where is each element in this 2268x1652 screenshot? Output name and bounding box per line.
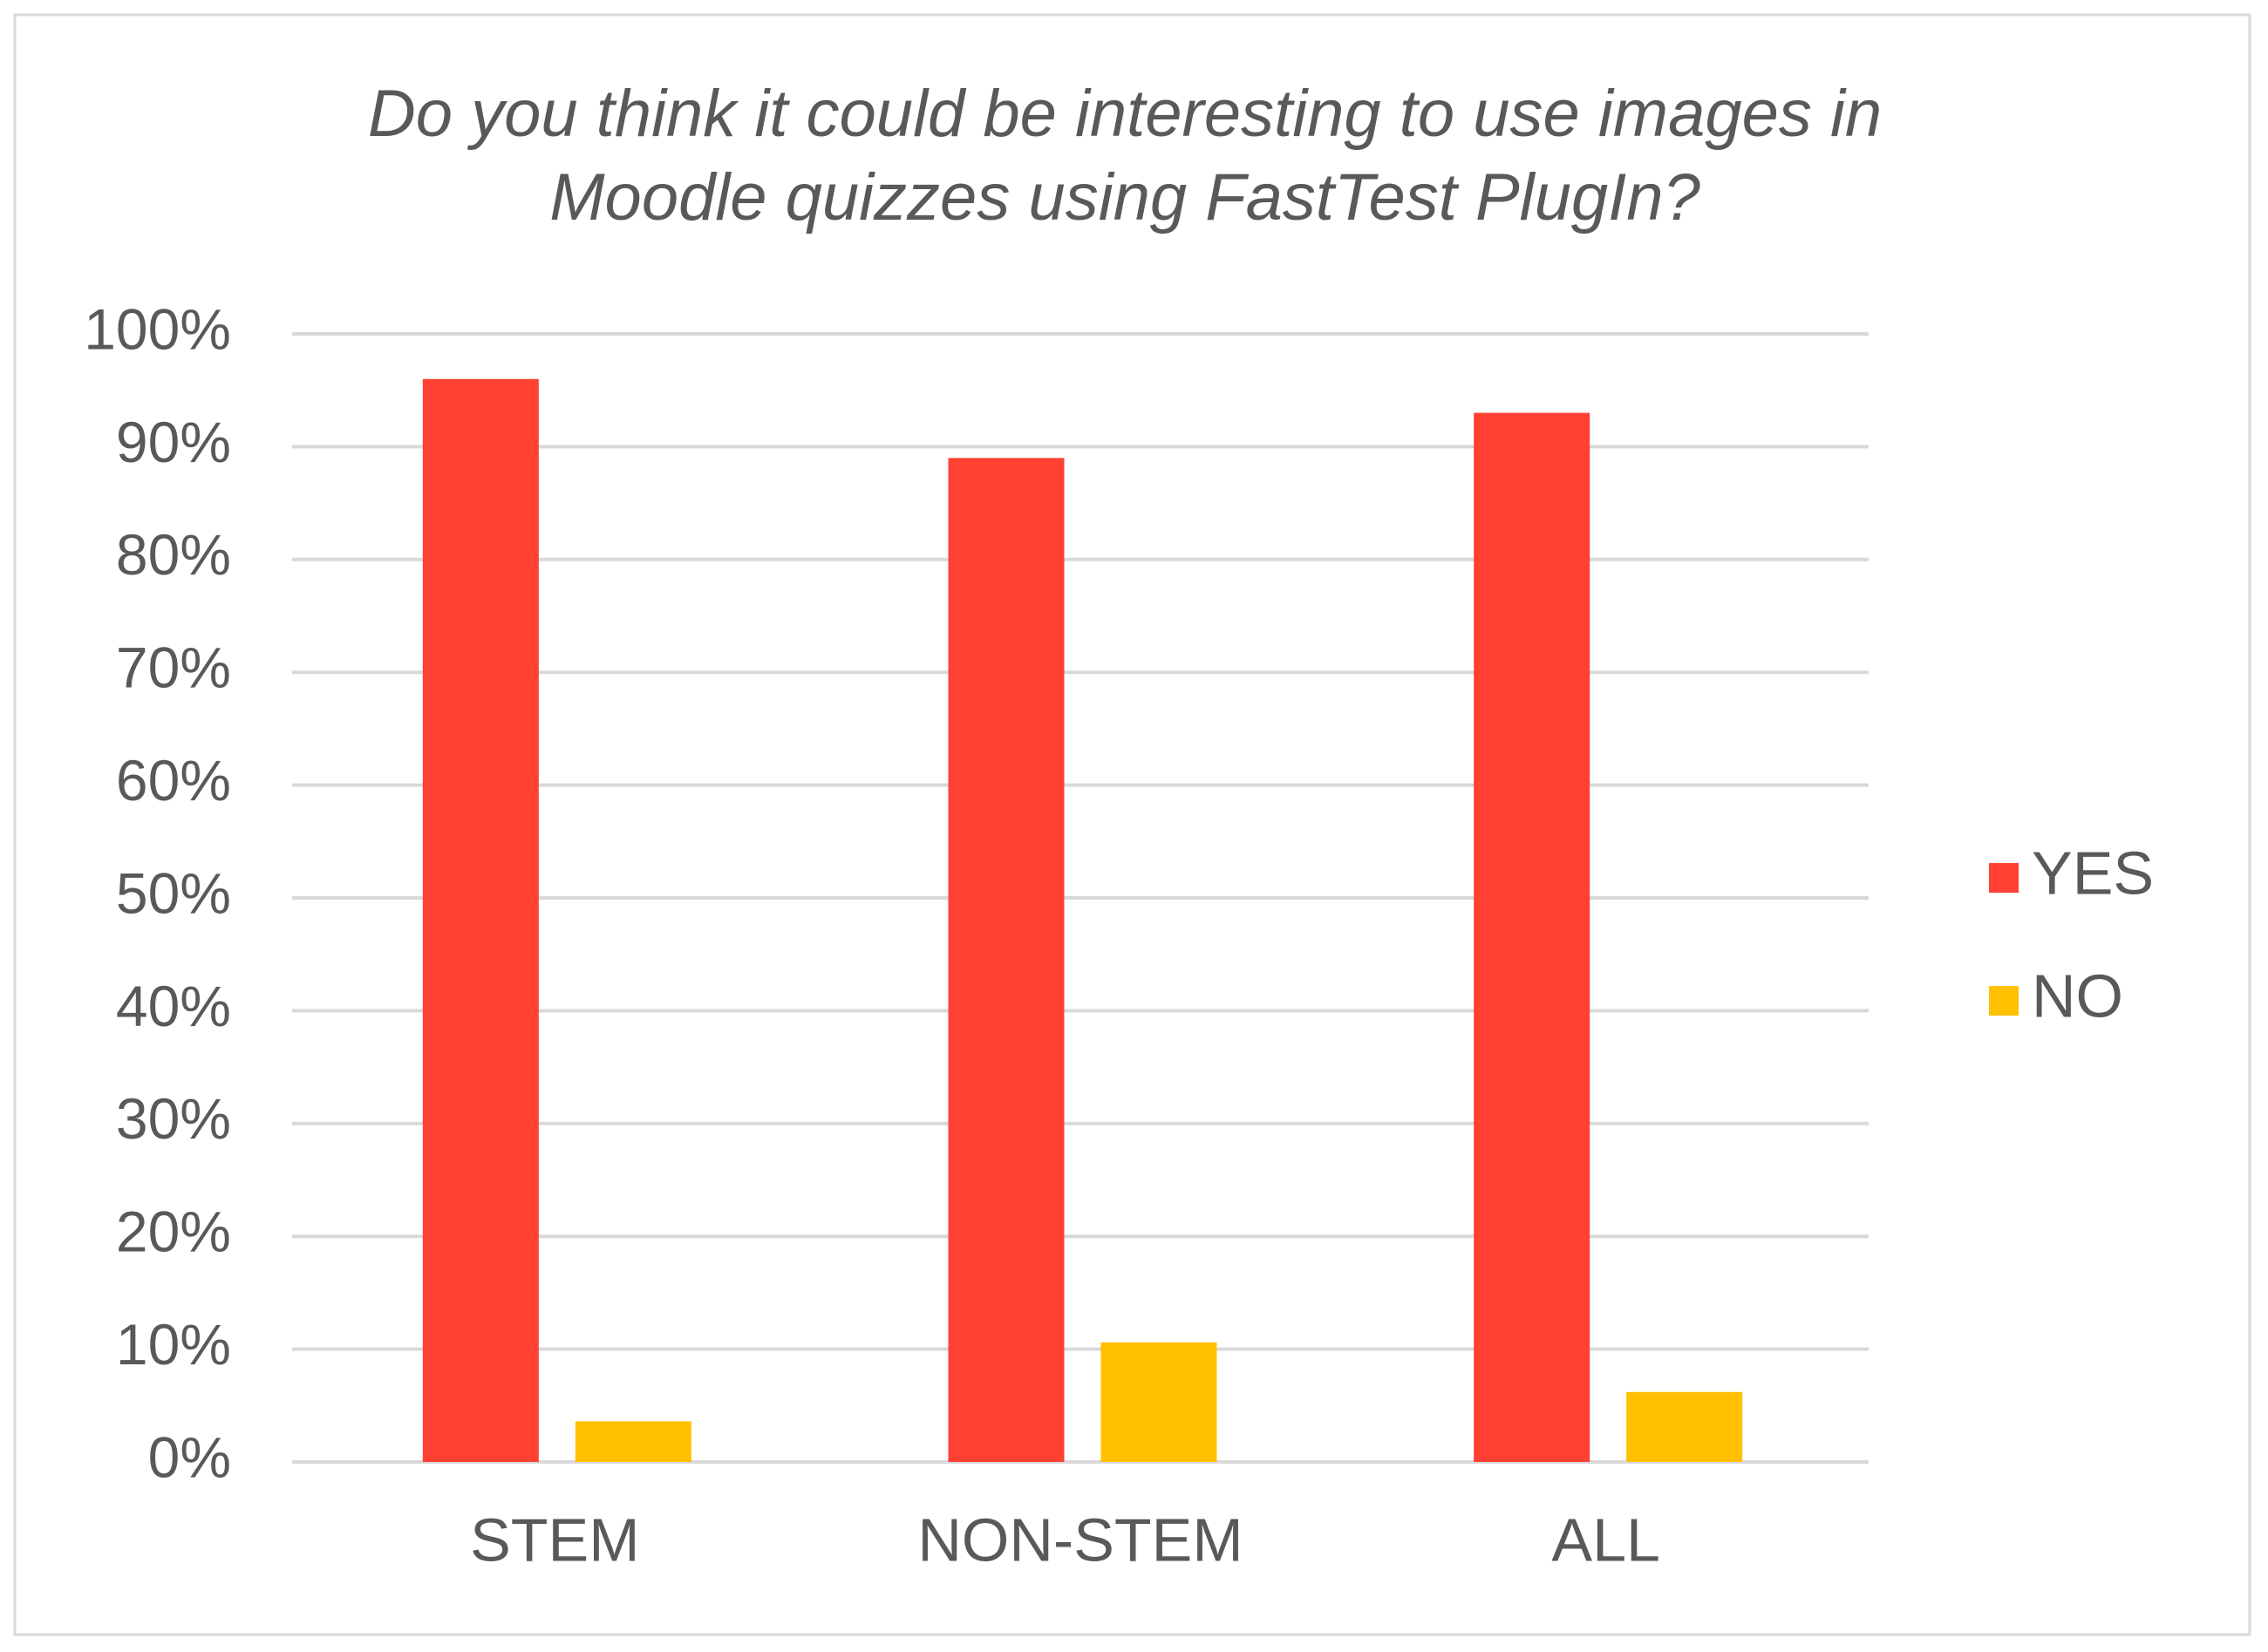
y-tick-label: 0% <box>148 1424 231 1489</box>
legend-label: YES <box>2032 839 2154 907</box>
y-tick-label: 100% <box>84 296 231 361</box>
y-tick-label: 10% <box>116 1312 231 1377</box>
chart-title: Moodle quizzes using FastTest PlugIn? <box>549 160 1700 235</box>
legend-swatch <box>1989 986 2019 1016</box>
y-tick-label: 30% <box>116 1086 231 1151</box>
y-tick-label: 90% <box>116 410 231 474</box>
y-tick-label: 20% <box>116 1200 231 1264</box>
bar <box>1626 1391 1743 1462</box>
bar <box>422 378 539 1462</box>
chart-title: Do you think it could be interesting to … <box>368 77 1882 151</box>
y-tick-label: 80% <box>116 522 231 587</box>
legend-label: NO <box>2032 962 2123 1030</box>
bar <box>1100 1342 1217 1462</box>
y-tick-label: 50% <box>116 860 231 925</box>
legend-swatch <box>1989 863 2019 893</box>
y-tick-label: 70% <box>116 636 231 700</box>
bar <box>948 458 1065 1462</box>
y-tick-label: 40% <box>116 974 231 1038</box>
x-tick-label: NON-STEM <box>917 1506 1243 1574</box>
bar <box>1474 412 1590 1463</box>
bar <box>575 1421 691 1462</box>
x-tick-label: ALL <box>1551 1506 1660 1574</box>
x-tick-label: STEM <box>470 1506 639 1574</box>
y-tick-label: 60% <box>116 748 231 812</box>
